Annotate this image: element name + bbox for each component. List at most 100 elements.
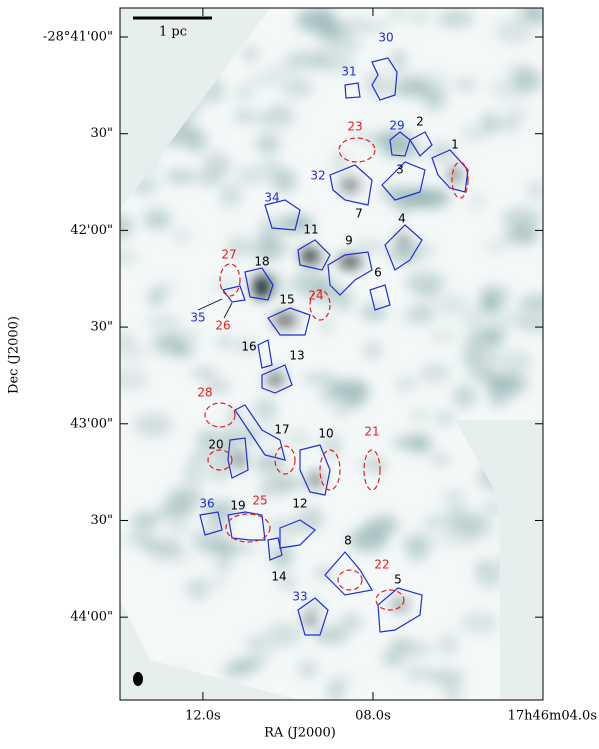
- source-label: 14: [271, 570, 286, 584]
- frame: [119, 7, 544, 701]
- noise: [329, 675, 354, 687]
- noise: [252, 397, 279, 422]
- noise: [120, 367, 149, 392]
- noise: [147, 287, 164, 308]
- noise: [328, 380, 372, 402]
- core: [273, 312, 297, 328]
- source-label: 4: [398, 212, 406, 226]
- noise: [428, 330, 459, 343]
- noise: [409, 305, 434, 316]
- noise: [172, 228, 192, 244]
- noise: [410, 408, 429, 423]
- noise: [313, 8, 335, 27]
- noise: [233, 108, 254, 124]
- y-tick-label: 44'00": [70, 610, 113, 625]
- noise: [387, 185, 427, 209]
- noise: [188, 451, 212, 463]
- noise: [258, 217, 280, 243]
- source-label: 17: [274, 423, 289, 437]
- noise: [301, 372, 337, 385]
- noise: [215, 336, 234, 349]
- core: [300, 248, 320, 264]
- noise: [204, 499, 239, 517]
- noise: [363, 341, 383, 359]
- noise: [518, 293, 543, 314]
- noise: [452, 385, 477, 409]
- source-label: 3: [396, 163, 404, 177]
- noise: [428, 141, 455, 164]
- y-tick-label: 30": [90, 126, 113, 141]
- noise: [514, 8, 543, 23]
- noise: [317, 35, 341, 53]
- noise: [390, 49, 407, 70]
- noise: [366, 457, 387, 473]
- noise: [265, 622, 302, 647]
- noise: [405, 642, 436, 655]
- noise: [431, 669, 465, 687]
- noise: [203, 152, 232, 177]
- noise: [210, 278, 242, 294]
- noise: [120, 214, 134, 239]
- noise: [405, 537, 428, 563]
- x-axis-label: RA (J2000): [264, 726, 336, 741]
- noise: [131, 511, 161, 531]
- noise: [363, 516, 399, 536]
- noise: [287, 430, 311, 448]
- core: [253, 275, 271, 299]
- noise: [140, 538, 183, 556]
- source-label: 36: [199, 497, 214, 511]
- noise: [160, 496, 193, 522]
- noise: [194, 170, 223, 186]
- source-label: 10: [318, 427, 333, 441]
- noise: [474, 561, 493, 572]
- noise: [468, 193, 486, 209]
- noise: [388, 8, 406, 20]
- source-label: 7: [355, 207, 363, 221]
- noise: [481, 111, 498, 136]
- noise: [255, 134, 281, 153]
- noise: [189, 530, 225, 549]
- noise: [120, 330, 135, 350]
- noise: [394, 377, 418, 392]
- noise: [418, 363, 450, 383]
- core: [234, 450, 246, 470]
- noise: [252, 110, 297, 129]
- beam: [133, 672, 143, 686]
- noise: [403, 665, 437, 682]
- noise: [313, 626, 349, 644]
- source-label: 9: [345, 234, 353, 248]
- noise: [382, 647, 402, 668]
- noise: [512, 68, 542, 93]
- noise: [498, 114, 521, 134]
- noise: [124, 531, 155, 546]
- noise: [143, 208, 172, 230]
- noise: [416, 285, 439, 301]
- noise: [183, 127, 208, 153]
- noise: [351, 129, 370, 143]
- noise: [436, 10, 475, 28]
- core: [266, 373, 284, 387]
- noise: [235, 166, 266, 186]
- source-label: 15: [279, 293, 294, 307]
- noise: [241, 45, 260, 62]
- noise: [462, 122, 484, 145]
- noise: [357, 21, 391, 34]
- noise: [246, 74, 282, 87]
- source-label: 33: [292, 590, 307, 604]
- noise: [352, 241, 387, 253]
- source-label: 24: [308, 289, 323, 303]
- core: [391, 599, 409, 611]
- noise: [434, 411, 455, 426]
- source-label: 1: [451, 138, 459, 152]
- noise: [133, 412, 173, 438]
- noise: [318, 315, 335, 336]
- noise: [265, 63, 297, 78]
- noise: [321, 433, 343, 459]
- noise: [235, 340, 260, 352]
- source-label: 27: [221, 248, 236, 262]
- noise: [453, 79, 478, 91]
- noise: [407, 11, 431, 24]
- source-label: 8: [344, 534, 352, 548]
- noise: [196, 429, 216, 445]
